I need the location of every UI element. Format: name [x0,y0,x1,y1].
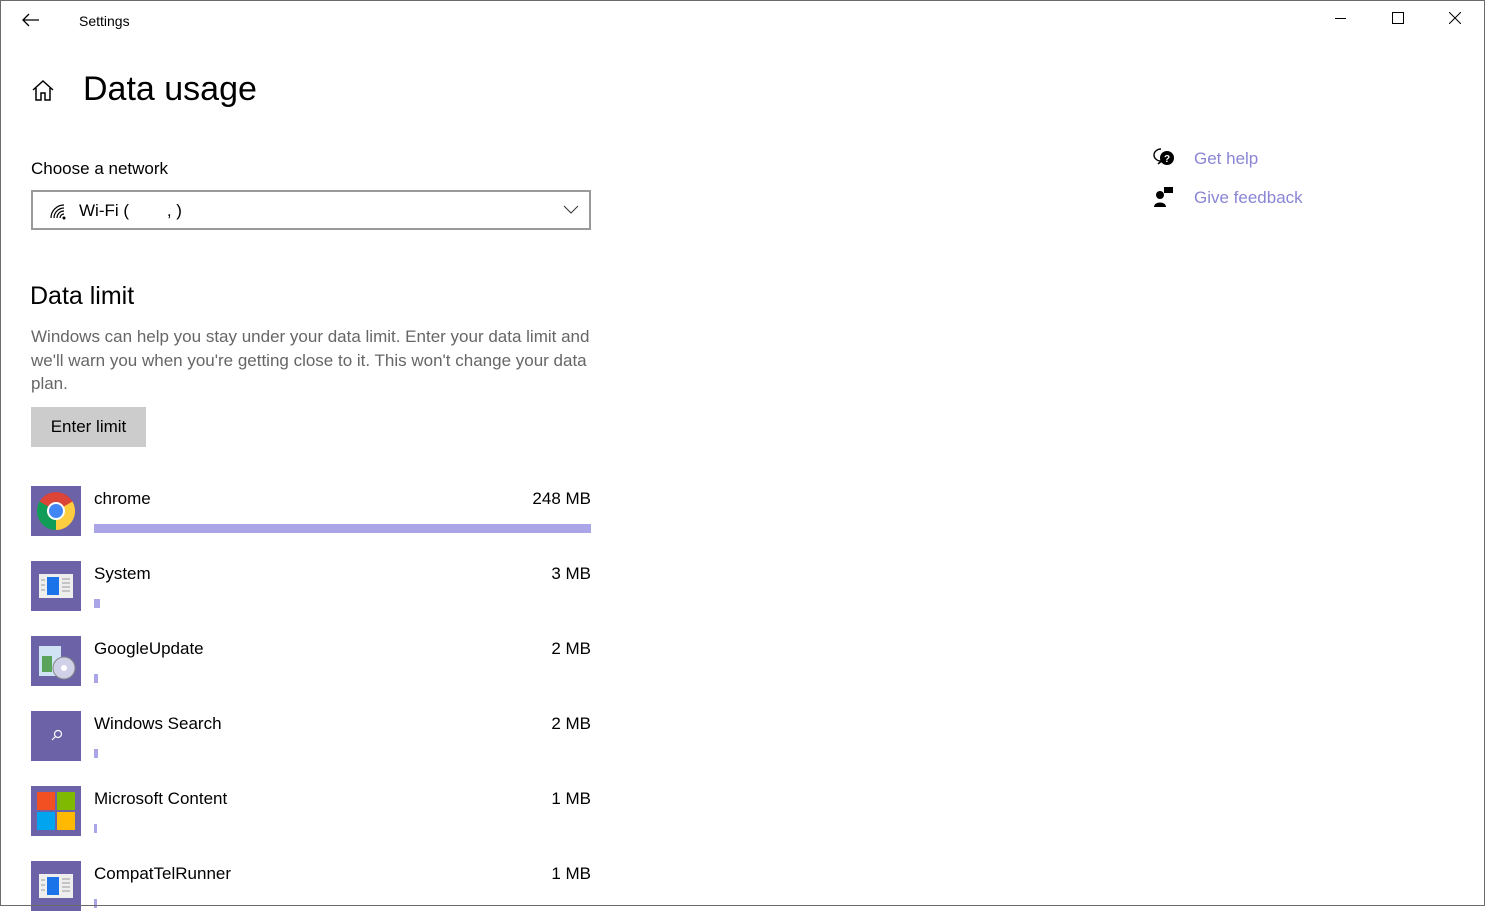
svg-text:?: ? [1164,154,1170,165]
app-usage: 2 MB [551,714,591,733]
app-name: CompatTelRunner [94,864,232,883]
app-name: GoogleUpdate [94,639,204,658]
usage-bar [94,599,100,608]
maximize-button[interactable] [1375,4,1421,36]
search-icon [31,711,81,761]
minimize-button[interactable] [1318,4,1364,36]
usage-bar [94,899,97,908]
title-bar: Settings [0,0,1485,42]
back-arrow-icon [22,13,39,27]
give-feedback-link[interactable]: Give feedback [1194,188,1303,207]
app-usage: 3 MB [551,564,591,583]
get-help-icon: ? [1153,148,1174,165]
microsoft-logo-icon [31,786,81,836]
app-name: Microsoft Content [94,789,228,808]
give-feedback-icon [1154,187,1173,207]
enter-limit-button[interactable]: Enter limit [31,407,146,447]
usage-bar [94,524,591,533]
app-usage-row: Windows Search 2 MB [31,711,591,771]
usage-bar [94,749,98,758]
system-window-icon [31,861,81,911]
network-label: Choose a network [31,159,169,178]
network-dropdown[interactable]: Wi-Fi ( , ) [31,190,591,230]
window-title: Settings [79,13,130,29]
data-limit-heading: Data limit [30,282,135,310]
app-name: chrome [94,489,151,508]
minimize-icon [1335,18,1346,19]
app-usage: 1 MB [551,789,591,808]
usage-bar [94,824,97,833]
system-window-icon [31,561,81,611]
app-usage: 2 MB [551,639,591,658]
maximize-icon [1392,12,1404,24]
app-usage: 1 MB [551,864,591,883]
chrome-icon [31,486,81,536]
app-name: System [94,564,151,583]
app-name: Windows Search [94,714,222,733]
network-selected-value: Wi-Fi ( , ) [79,201,182,220]
home-button[interactable] [30,78,58,106]
app-usage-row: CompatTelRunner 1 MB [31,861,591,921]
home-icon [32,79,54,101]
close-icon [1448,11,1462,25]
chevron-down-icon [563,205,579,214]
close-button[interactable] [1432,4,1478,36]
installer-icon [31,636,81,686]
app-usage-row: GoogleUpdate 2 MB [31,636,591,696]
back-button[interactable] [18,8,44,34]
app-usage: 248 MB [532,489,591,508]
app-usage-row: Microsoft Content 1 MB [31,786,591,846]
data-limit-description: Windows can help you stay under your dat… [31,327,590,393]
page-title: Data usage [83,70,257,108]
app-usage-row: chrome 248 MB [31,486,591,546]
get-help-link[interactable]: Get help [1194,149,1259,168]
wifi-icon [50,204,66,220]
app-usage-row: System 3 MB [31,561,591,621]
usage-bar [94,674,98,683]
